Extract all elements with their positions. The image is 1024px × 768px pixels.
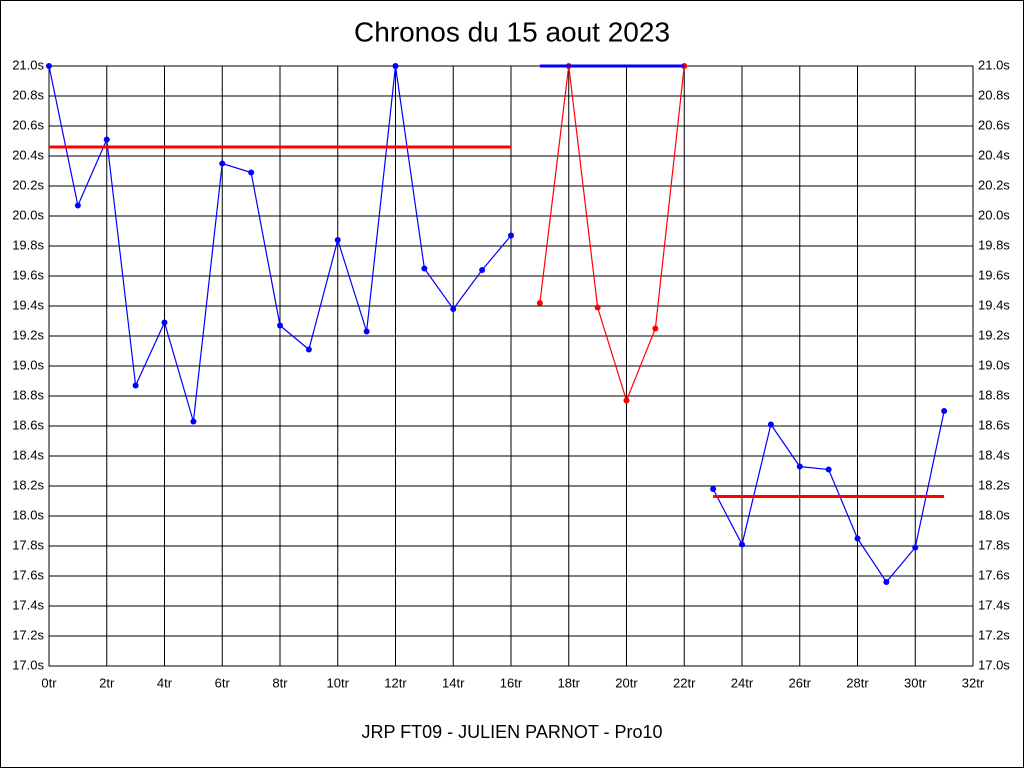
point — [248, 169, 255, 176]
y-tick-label: 20.2s — [12, 177, 44, 192]
y-tick-label: 19.4s — [12, 297, 44, 312]
x-tick-label: 24tr — [731, 675, 754, 690]
point — [710, 486, 717, 492]
point — [739, 541, 745, 548]
x-tick-label: 4tr — [157, 675, 173, 690]
y-tick-label: 17.8s — [12, 537, 44, 552]
point — [594, 304, 601, 311]
point — [46, 63, 52, 69]
point — [652, 325, 659, 332]
x-tick-label: 14tr — [442, 675, 465, 690]
y-tick-label-right: 19.2s — [978, 327, 1010, 342]
y-tick-label: 18.6s — [12, 417, 44, 432]
point — [883, 579, 890, 585]
point — [796, 463, 803, 470]
y-tick-label-right: 17.0s — [978, 657, 1010, 672]
y-tick-label-right: 19.0s — [978, 357, 1010, 372]
x-tick-label: 18tr — [558, 675, 581, 690]
x-tick-label: 0tr — [41, 675, 57, 690]
point — [450, 306, 457, 312]
x-tick-label: 8tr — [272, 675, 288, 690]
x-tick-label: 22tr — [673, 675, 696, 690]
x-tick-label: 30tr — [904, 675, 927, 690]
point — [103, 136, 110, 143]
series-line — [539, 65, 685, 403]
y-tick-label-right: 18.6s — [978, 417, 1010, 432]
y-tick-label: 20.6s — [12, 117, 44, 132]
y-tick-label-right: 19.8s — [978, 237, 1010, 252]
y-tick-label: 19.0s — [12, 357, 44, 372]
y-tick-label: 20.4s — [12, 147, 44, 162]
y-tick-label: 19.6s — [12, 267, 44, 282]
point — [74, 202, 81, 209]
y-tick-label-right: 20.8s — [978, 87, 1010, 102]
x-axis-label: JRP FT09 - JULIEN PARNOT - Pro10 — [361, 722, 662, 742]
y-tick-label: 17.4s — [12, 597, 44, 612]
x-tick-label: 32tr — [962, 675, 985, 690]
point — [305, 346, 312, 353]
y-tick-label: 17.6s — [12, 567, 44, 582]
point — [392, 63, 399, 69]
y-tick-label-right: 18.8s — [978, 387, 1010, 402]
y-tick-label-right: 18.4s — [978, 447, 1010, 462]
y-tick-label-right: 19.4s — [978, 297, 1010, 312]
y-tick-label-right: 17.6s — [978, 567, 1010, 582]
point — [334, 237, 341, 243]
y-tick-label-right: 17.4s — [978, 597, 1010, 612]
y-tick-label-right: 19.6s — [978, 267, 1010, 282]
x-tick-label: 12tr — [384, 675, 407, 690]
y-tick-label-right: 18.2s — [978, 477, 1010, 492]
point — [912, 544, 919, 551]
point — [825, 466, 832, 473]
point — [277, 322, 283, 329]
y-tick-label-right: 20.0s — [978, 207, 1010, 222]
point — [623, 397, 630, 404]
y-tick-label: 20.8s — [12, 87, 44, 102]
point — [161, 319, 168, 326]
point — [941, 408, 948, 414]
y-tick-label-right: 21.0s — [978, 57, 1010, 72]
point — [536, 300, 543, 306]
point — [363, 328, 370, 335]
x-tick-label: 16tr — [500, 675, 523, 690]
y-tick-label: 17.0s — [12, 657, 44, 672]
chart-title: Chronos du 15 aout 2023 — [354, 16, 670, 47]
point — [479, 267, 486, 273]
y-tick-label-right: 20.4s — [978, 147, 1010, 162]
y-tick-label: 20.0s — [12, 207, 44, 222]
y-tick-label: 19.2s — [12, 327, 44, 342]
point — [421, 265, 428, 272]
x-tick-label: 28tr — [846, 675, 869, 690]
y-tick-label: 18.8s — [12, 387, 44, 402]
y-tick-label-right: 20.6s — [978, 117, 1010, 132]
x-tick-label: 20tr — [615, 675, 638, 690]
point — [508, 232, 514, 239]
point — [190, 418, 197, 425]
x-tick-label: 26tr — [789, 675, 812, 690]
point — [767, 421, 774, 428]
y-tick-label-right: 20.2s — [978, 177, 1010, 192]
x-tick-label: 10tr — [327, 675, 350, 690]
y-tick-label-right: 17.2s — [978, 627, 1010, 642]
x-tick-label: 2tr — [99, 675, 115, 690]
x-tick-label: 6tr — [215, 675, 231, 690]
y-tick-label-right: 18.0s — [978, 507, 1010, 522]
y-tick-label: 17.2s — [12, 627, 44, 642]
point — [132, 382, 139, 389]
point — [219, 160, 226, 167]
y-tick-label: 19.8s — [12, 237, 44, 252]
y-tick-label: 18.2s — [12, 477, 44, 492]
y-tick-label: 18.4s — [12, 447, 44, 462]
y-tick-label-right: 17.8s — [978, 537, 1010, 552]
y-tick-label: 18.0s — [12, 507, 44, 522]
point — [854, 535, 861, 542]
y-tick-label: 21.0s — [12, 57, 44, 72]
